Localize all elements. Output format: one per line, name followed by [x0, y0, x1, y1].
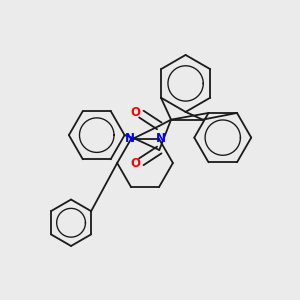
Text: N: N	[125, 132, 135, 145]
Text: O: O	[131, 106, 141, 119]
Text: N: N	[155, 132, 166, 146]
Text: O: O	[131, 157, 141, 170]
